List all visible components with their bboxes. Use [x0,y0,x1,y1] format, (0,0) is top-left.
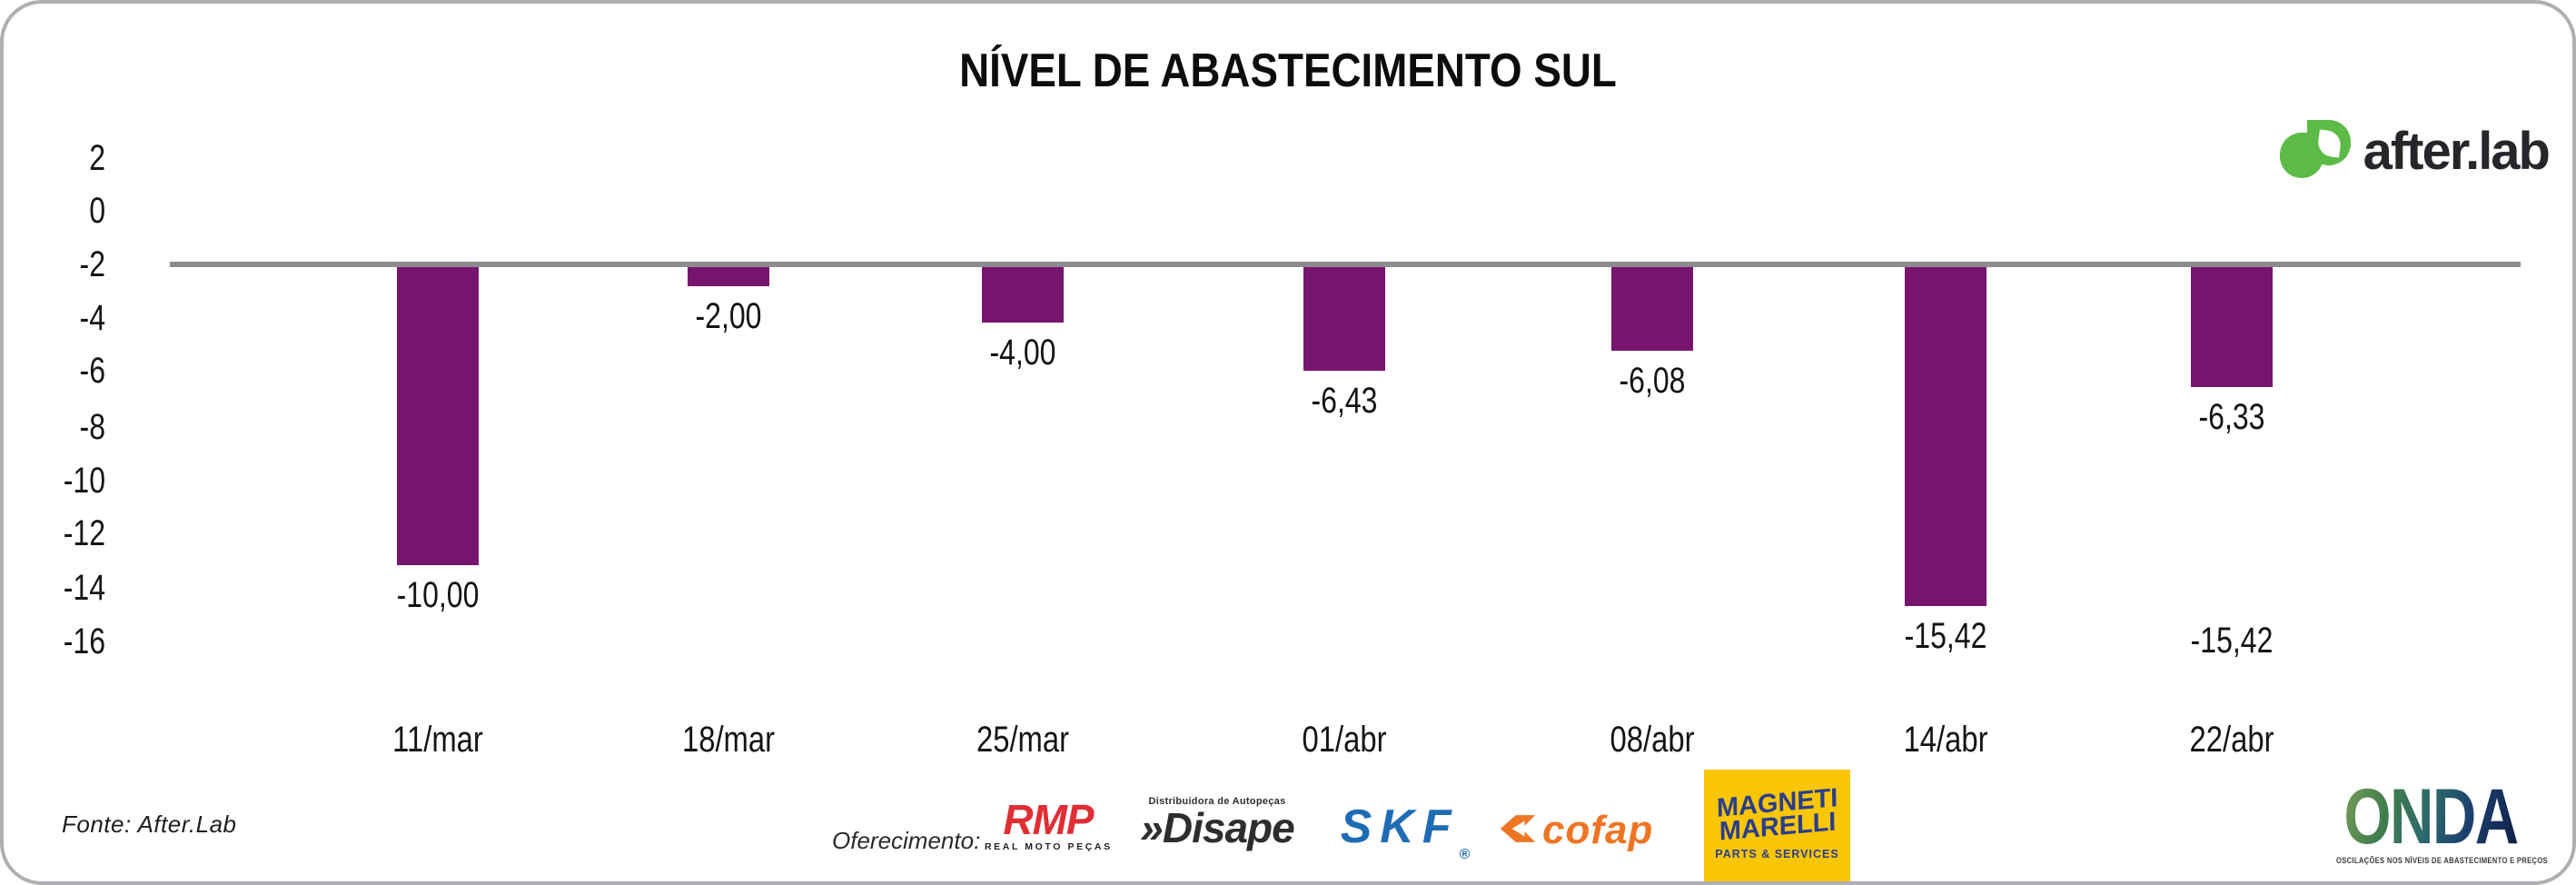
bar-08/abr [1611,267,1693,351]
x-axis-label: 08/abr [1610,720,1695,760]
cofap-arrow-icon [1497,814,1539,848]
sponsor-rmp-logo: RMP REAL MOTO PEÇAS [985,796,1113,852]
y-tick-label: -16 [63,621,105,661]
disape-subtitle: Distribuidora de Autopeças [1148,796,1286,807]
chart-title: NÍVEL DE ABASTECIMENTO SUL [959,45,1617,97]
y-tick-label: -6 [79,351,105,391]
cofap-wordmark: cofap [1542,808,1654,852]
sponsor-skf-logo: SKF® [1310,803,1501,863]
rmp-subtitle: REAL MOTO PEÇAS [985,841,1113,852]
rmp-wordmark: RMP [1003,796,1094,843]
bar-value-label: -6,33 [2198,397,2265,437]
bar-18/mar [688,267,769,286]
y-tick-label: 2 [89,138,105,178]
magneti-parts-services: PARTS & SERVICES [1715,847,1839,860]
disape-name-text: Disape [1162,804,1295,851]
y-tick-label: 0 [89,191,105,231]
disape-wordmark: »Disape [1126,807,1308,849]
y-tick-label: -8 [79,407,105,447]
y-tick-label: -4 [79,298,105,338]
skf-wordmark: SKF [1340,800,1460,853]
x-axis-label: 01/abr [1302,720,1387,760]
afterlab-leaf-icon [2279,120,2353,182]
x-axis-label: 14/abr [1903,720,1988,760]
bar-01/abr [1303,267,1385,371]
sponsor-onda-logo: ONDA OSCILAÇÕES NOS NÍVEIS DE ABASTECIME… [2313,778,2549,866]
bar-14/abr [1905,267,1986,606]
bar-25/mar [982,267,1064,323]
onda-tagline: OSCILAÇÕES NOS NÍVEIS DE ABASTECIMENTO E… [2336,856,2548,866]
bar-value-label: -2,00 [695,296,762,336]
x-axis-label: 18/mar [681,720,776,760]
y-tick-label: -14 [63,568,105,608]
disape-chevrons: » [1140,804,1164,851]
bar-11/mar [397,267,479,565]
bar-22/abr [2191,267,2273,387]
sponsor-cofap-logo: cofap [1497,810,1688,850]
bar-value-label: -6,08 [1619,361,1686,401]
y-tick-label: -10 [63,461,105,501]
onda-wordmark: ONDA [2339,778,2523,856]
y-tick-label: -12 [63,513,105,553]
oferecimento-label: Oferecimento: [832,827,981,854]
bar-value-label: -10,00 [396,575,480,615]
stray-value-label: -15,42 [2190,621,2274,661]
x-axis-label: 22/abr [2189,720,2274,760]
x-axis-label: 25/mar [976,720,1070,760]
y-tick-label: -2 [79,244,105,284]
afterlab-wordmark: after.lab [2363,121,2551,181]
sponsor-disape-logo: Distribuidora de Autopeças »Disape [1126,796,1308,849]
magneti-wordmark: MAGNETI MARELLI [1716,783,1838,847]
skf-registered-mark: ® [1459,847,1471,862]
x-axis-baseline [170,262,2521,267]
afterlab-logo: after.lab [2279,120,2551,182]
sponsor-magneti-marelli-logo: MAGNETI MARELLI PARTS & SERVICES [1704,770,1850,881]
bar-value-label: -4,00 [989,333,1056,373]
bar-value-label: -15,42 [1904,616,1987,656]
x-axis-label: 11/mar [392,720,483,760]
bar-value-label: -6,43 [1311,381,1378,421]
source-text: Fonte: After.Lab [62,810,237,838]
